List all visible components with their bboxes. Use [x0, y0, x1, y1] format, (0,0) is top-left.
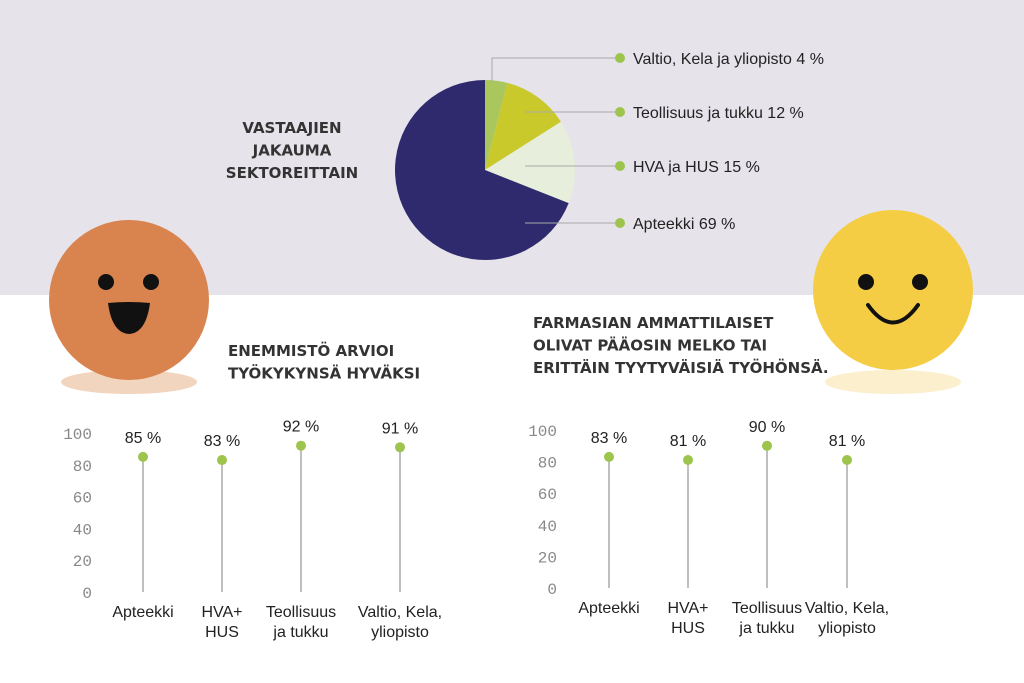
dot	[683, 455, 693, 466]
dot	[762, 440, 772, 451]
y-tick-label: 40	[73, 521, 92, 539]
pie-slice	[485, 80, 508, 170]
dot	[395, 442, 405, 453]
y-tick-label: 20	[73, 553, 92, 571]
legend-dot	[615, 53, 625, 63]
x-tick-label: HVA+ HUS	[201, 604, 242, 641]
dot	[217, 455, 227, 466]
x-tick-label: Valtio, Kela, yliopisto	[358, 604, 442, 641]
value-label: 83 %	[591, 430, 627, 447]
happy-face	[813, 210, 973, 394]
y-tick-label: 100	[63, 426, 92, 444]
pie-slice	[485, 82, 561, 170]
legend-label: HVA ja HUS 15 %	[633, 159, 760, 176]
legend-category: Valtio, Kela ja yliopisto	[633, 51, 792, 68]
legend-value: 4 %	[796, 51, 824, 68]
value-label: 81 %	[829, 433, 865, 450]
legend-value: 12 %	[767, 105, 803, 122]
y-tick-label: 80	[73, 458, 92, 476]
x-tick-label: HVA+ HUS	[667, 600, 708, 637]
legend-category: HVA ja HUS	[633, 159, 719, 176]
legend-dot	[615, 218, 625, 228]
pie-slice	[395, 80, 569, 260]
value-label: 83 %	[204, 433, 240, 450]
y-tick-label: 40	[538, 518, 557, 536]
leader-line	[491, 57, 615, 82]
dot	[842, 455, 852, 466]
legend-dot	[615, 107, 625, 117]
y-tick-label: 20	[538, 549, 557, 567]
chart-title: ENEMMISTÖ ARVIOI TYÖKYKYNSÄ HYVÄKSI	[228, 341, 420, 383]
dot	[296, 440, 306, 451]
value-label: 91 %	[382, 420, 418, 437]
value-label: 81 %	[670, 433, 706, 450]
legend-value: 69 %	[699, 216, 735, 233]
chart-title: FARMASIAN AMMATTILAISET OLIVAT PÄÄOSIN ME…	[533, 314, 829, 377]
y-tick-label: 60	[538, 486, 557, 504]
legend-category: Teollisuus ja tukku	[633, 105, 763, 122]
x-tick-label: Apteekki	[112, 604, 173, 621]
legend-category: Apteekki	[633, 216, 694, 233]
x-tick-label: Valtio, Kela, yliopisto	[805, 600, 889, 637]
pie-slice	[485, 121, 575, 204]
x-tick-label: Teollisuus ja tukku	[266, 604, 336, 641]
chart-title: VASTAAJIEN JAKAUMA SEKTOREITTAIN	[226, 119, 358, 182]
legend-label: Teollisuus ja tukku 12 %	[633, 105, 804, 122]
legend-label: Valtio, Kela ja yliopisto 4 %	[633, 51, 824, 68]
y-tick-label: 60	[73, 490, 92, 508]
sad-face	[49, 220, 209, 394]
legend-dot	[615, 161, 625, 171]
y-tick-label: 100	[528, 423, 557, 441]
value-label: 90 %	[749, 419, 785, 436]
value-label: 85 %	[125, 430, 161, 447]
x-tick-label: Teollisuus ja tukku	[732, 600, 802, 637]
value-label: 92 %	[283, 419, 319, 436]
y-tick-label: 0	[82, 585, 92, 603]
x-tick-label: Apteekki	[578, 600, 639, 617]
legend-value: 15 %	[723, 159, 759, 176]
dot	[138, 451, 148, 462]
dot	[604, 451, 614, 462]
y-tick-label: 0	[547, 581, 557, 599]
y-tick-label: 80	[538, 455, 557, 473]
legend-label: Apteekki 69 %	[633, 216, 735, 233]
